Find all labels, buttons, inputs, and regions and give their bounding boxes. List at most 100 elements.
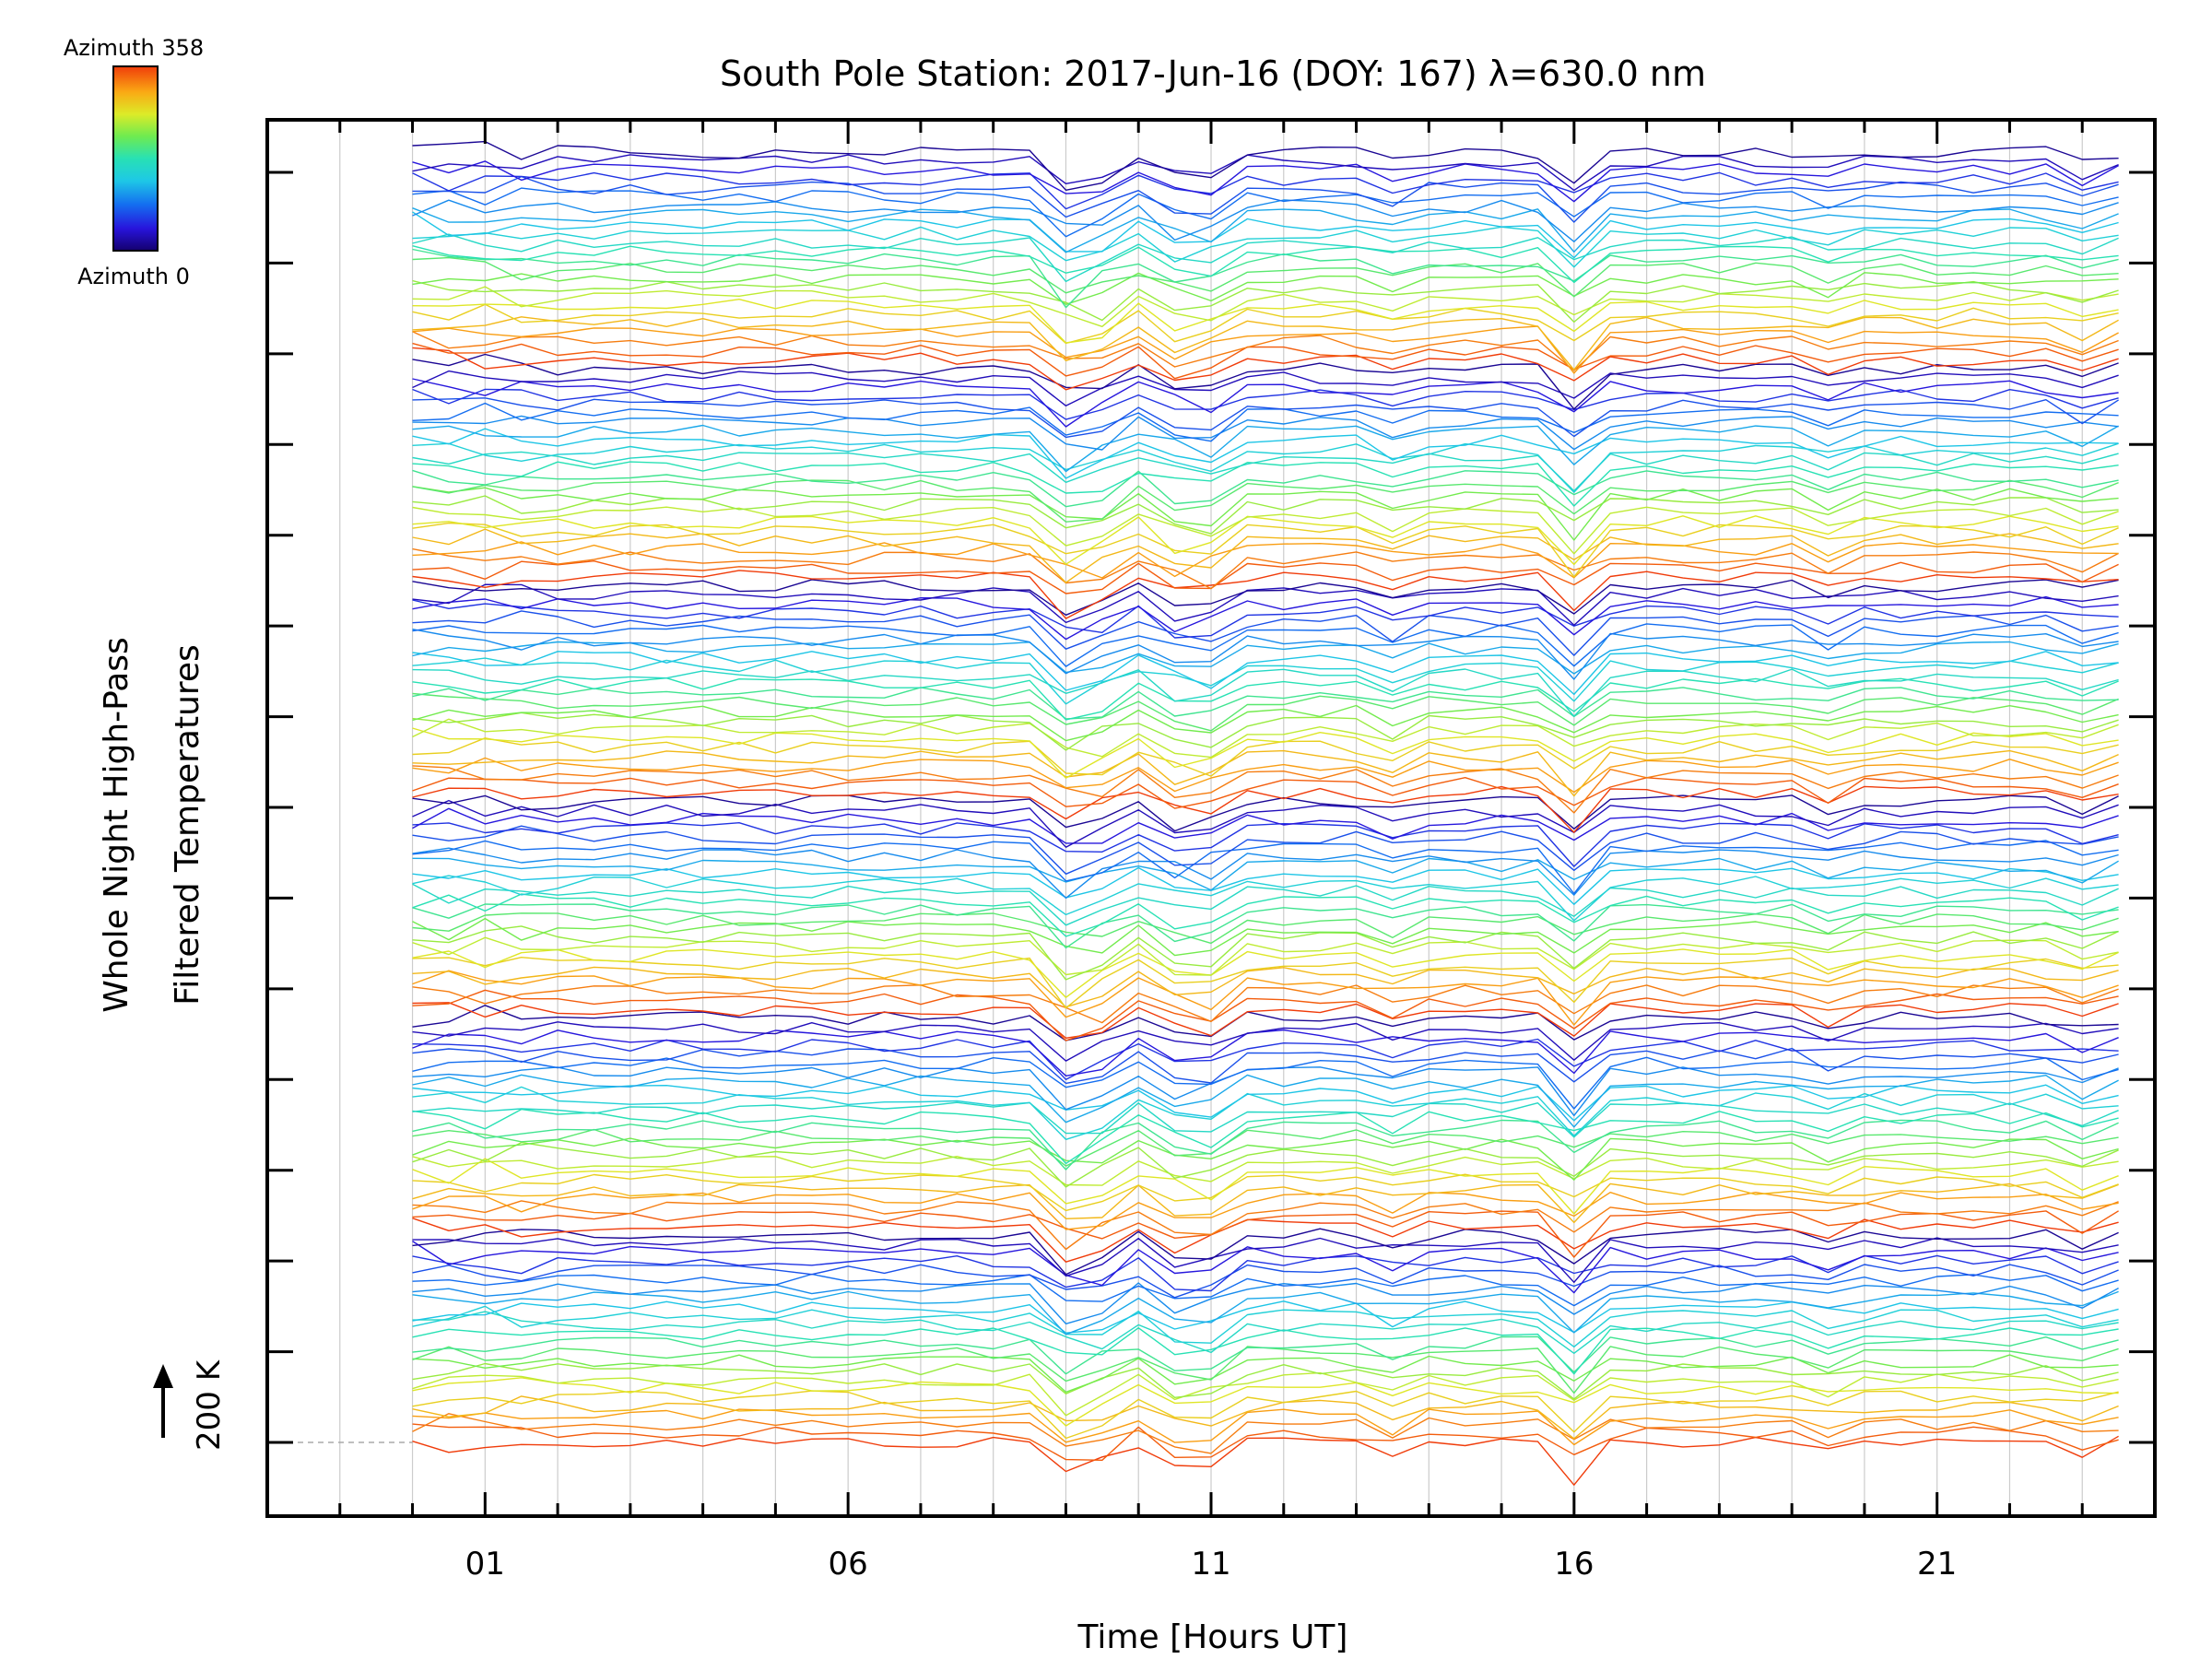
series-line <box>412 957 2119 1009</box>
series-line <box>412 331 2119 371</box>
series-line <box>412 187 2119 238</box>
x-tick-label: 21 <box>1917 1546 1957 1583</box>
series-line <box>412 1264 2119 1299</box>
series-line <box>412 1038 2119 1080</box>
series-line <box>412 528 2119 583</box>
series-line <box>412 677 2119 721</box>
series-line <box>412 1101 2119 1138</box>
x-axis-label: Time [Hours UT] <box>1077 1618 1348 1656</box>
vertical-gridlines <box>339 124 2083 1512</box>
series-line <box>412 378 2119 428</box>
series-line <box>412 749 2119 797</box>
series-line <box>412 211 2119 259</box>
y-axis-label-line2: Filtered Temperatures <box>169 644 206 1006</box>
series-line <box>412 1119 2119 1171</box>
series-line <box>412 1086 2119 1140</box>
series-line <box>412 840 2119 895</box>
series-line <box>412 825 2119 875</box>
series-line <box>412 547 2119 590</box>
series-line <box>412 984 2119 1024</box>
series-line <box>412 857 2119 891</box>
series-line <box>412 1128 2119 1167</box>
series-line <box>412 1192 2119 1230</box>
series-line <box>412 657 2119 705</box>
x-tick-label: 01 <box>465 1546 505 1583</box>
series-line <box>412 397 2119 439</box>
series-line <box>412 599 2119 639</box>
colorbar-bottom-label: Azimuth 0 <box>77 264 190 289</box>
series-line <box>412 1311 2119 1354</box>
series-line <box>412 936 2119 976</box>
x-tick-labels: 01 06 11 16 21 <box>465 1546 1958 1583</box>
series-line <box>412 286 2119 327</box>
series-line <box>412 140 2119 191</box>
series-line <box>412 1423 2119 1461</box>
series-line <box>412 1074 2119 1128</box>
series-line <box>412 160 2119 203</box>
series-line <box>412 1047 2119 1085</box>
series-line <box>412 342 2119 380</box>
series-line <box>412 299 2119 344</box>
series-line <box>412 233 2119 283</box>
series-line <box>412 1282 2119 1324</box>
series-line <box>412 765 2119 814</box>
series-line <box>412 883 2119 926</box>
series-line <box>412 595 2119 641</box>
series-line <box>412 560 2119 594</box>
series-line <box>412 629 2119 680</box>
series-line <box>412 1254 2119 1292</box>
series-line <box>412 1362 2119 1400</box>
series-line <box>412 1435 2119 1486</box>
series-line <box>412 799 2119 848</box>
series-line <box>412 1137 2119 1181</box>
series-line <box>412 610 2119 656</box>
series-line <box>412 847 2119 900</box>
series-line <box>412 279 2119 324</box>
series-line <box>412 704 2119 742</box>
series-line <box>412 1228 2119 1276</box>
series-line <box>412 199 2119 242</box>
x-tick-label: 11 <box>1191 1546 1230 1583</box>
series-line <box>412 1005 2119 1041</box>
series-line <box>412 794 2119 832</box>
series-line <box>412 641 2119 675</box>
series-line <box>412 903 2119 949</box>
series-line <box>412 1108 2119 1165</box>
series-line <box>412 171 2119 210</box>
series-line <box>412 541 2119 579</box>
series-lines <box>412 140 2119 1486</box>
series-line <box>412 325 2119 374</box>
series-line <box>412 353 2119 410</box>
series-line <box>412 1084 2119 1122</box>
series-line <box>412 1273 2119 1307</box>
series-line <box>412 1305 2119 1347</box>
series-line <box>412 777 2119 809</box>
series-line <box>412 424 2119 473</box>
scale-label: 200 K <box>191 1359 228 1451</box>
series-line <box>412 486 2119 541</box>
series-line <box>412 1218 2119 1263</box>
series-line <box>412 479 2119 523</box>
series-line <box>412 807 2119 844</box>
series-line <box>412 1408 2119 1446</box>
series-line <box>412 388 2119 420</box>
series-line <box>412 1056 2119 1110</box>
series-line <box>412 570 2119 619</box>
series-line <box>412 442 2119 493</box>
y-axis-label-line1: Whole Night High-Pass <box>98 637 135 1013</box>
series-line <box>412 866 2119 905</box>
series-line <box>412 668 2119 717</box>
series-line <box>412 966 2119 1008</box>
series-line <box>412 1354 2119 1394</box>
scale-arrowhead-icon <box>153 1364 173 1388</box>
series-line <box>412 692 2119 732</box>
series-line <box>412 469 2119 508</box>
series-line <box>412 651 2119 696</box>
series-line <box>412 912 2119 945</box>
series-line <box>412 712 2119 751</box>
series-line <box>412 207 2119 253</box>
series-line <box>412 822 2119 867</box>
series-line <box>412 893 2119 937</box>
series-line <box>412 1290 2119 1335</box>
